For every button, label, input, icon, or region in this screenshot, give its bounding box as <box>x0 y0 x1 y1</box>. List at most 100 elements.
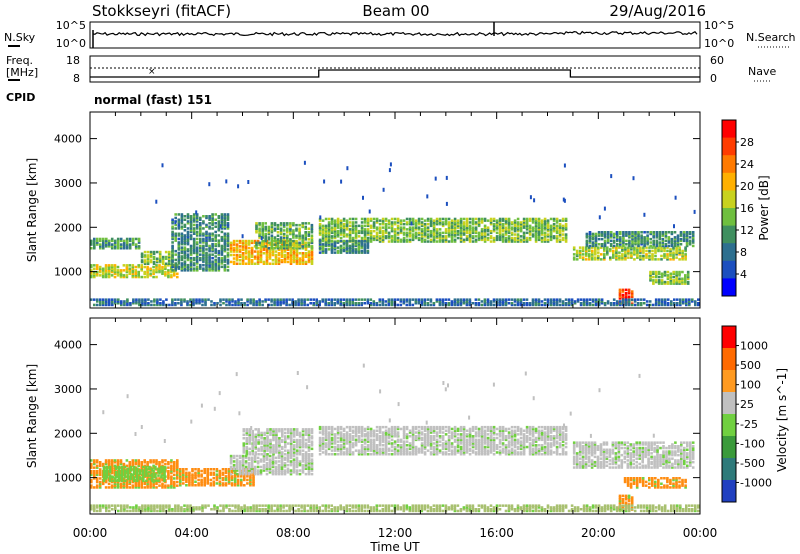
heatmap-cell <box>663 298 667 301</box>
heatmap-cell <box>199 267 202 270</box>
heatmap-cell <box>543 302 547 305</box>
heatmap-cell <box>387 298 391 301</box>
heatmap-cell <box>685 236 689 239</box>
heatmap-cell <box>537 217 541 221</box>
heatmap-cell <box>585 232 589 236</box>
heatmap-cell <box>143 254 147 257</box>
heatmap-cell <box>444 229 448 233</box>
heatmap-cell <box>238 239 242 243</box>
heatmap-cell <box>120 467 124 470</box>
heatmap-cell <box>230 478 234 482</box>
heatmap-cell <box>110 267 114 270</box>
heatmap-cell <box>272 445 275 449</box>
heatmap-cell <box>266 447 269 451</box>
heatmap-cell <box>540 219 544 222</box>
heatmap-cell <box>652 243 655 246</box>
power-colorbar-label: Power [dB] <box>757 175 771 240</box>
heatmap-cell <box>438 235 442 238</box>
heatmap-cell <box>256 252 260 255</box>
heatmap-cell <box>390 217 394 221</box>
heatmap-cell <box>185 484 188 487</box>
heatmap-cell <box>252 475 255 478</box>
heatmap-cell <box>321 233 325 236</box>
heatmap-cell <box>128 243 132 246</box>
heatmap-cell <box>295 453 299 456</box>
heatmap-cell <box>543 222 547 226</box>
heatmap-cell <box>301 252 305 255</box>
heatmap-cell <box>513 219 517 222</box>
heatmap-cell <box>624 258 627 261</box>
heatmap-cell <box>363 248 367 251</box>
heatmap-cell <box>480 303 484 307</box>
heatmap-cell <box>249 302 252 305</box>
heatmap-cell <box>283 257 287 260</box>
heatmap-cell <box>295 253 299 257</box>
heatmap-cell <box>519 226 523 229</box>
heatmap-cell <box>624 248 627 251</box>
heatmap-cell <box>125 269 129 272</box>
heatmap-cell <box>304 442 308 445</box>
heatmap-cell <box>192 302 195 305</box>
heatmap-cell <box>110 265 114 269</box>
heatmap-cell <box>209 484 213 487</box>
heatmap-cell <box>229 472 233 476</box>
heatmap-cell <box>447 240 451 243</box>
heatmap-cell <box>295 229 298 232</box>
heatmap-cell <box>286 247 289 250</box>
heatmap-cell <box>246 482 249 485</box>
heatmap-cell <box>183 256 187 260</box>
heatmap-cell <box>426 298 430 301</box>
heatmap-cell <box>254 437 257 440</box>
heatmap-cell <box>90 265 93 269</box>
heatmap-cell <box>259 259 263 262</box>
heatmap-cell <box>366 222 370 226</box>
heatmap-cell <box>384 303 388 307</box>
heatmap-cell <box>534 226 538 229</box>
heatmap-cell <box>232 253 236 257</box>
heatmap-cell <box>540 226 544 229</box>
heatmap-cell <box>301 259 305 262</box>
heatmap-cell <box>310 442 314 445</box>
heatmap-cell <box>486 236 490 240</box>
heatmap-cell <box>143 480 146 484</box>
heatmap-cell <box>411 221 415 224</box>
heatmap-cell <box>270 222 274 225</box>
heatmap-cell <box>612 234 616 237</box>
power-heatmap-cells <box>90 160 700 307</box>
heatmap-cell <box>271 456 275 460</box>
heatmap-cell <box>295 456 299 460</box>
heatmap-cell <box>277 463 281 467</box>
heatmap-cell <box>252 468 255 471</box>
heatmap-cell <box>603 231 607 234</box>
heatmap-cell <box>128 466 132 469</box>
heatmap-cell <box>675 270 678 274</box>
heatmap-cell <box>522 221 526 224</box>
heatmap-cell <box>619 237 622 241</box>
heatmap-cell <box>279 236 283 239</box>
heatmap-cell <box>267 227 271 230</box>
heatmap-cell <box>651 254 654 258</box>
heatmap-cell <box>688 303 691 307</box>
heatmap-cell <box>244 469 248 472</box>
heatmap-cell <box>561 228 565 231</box>
heatmap-cell <box>102 298 105 301</box>
heatmap-cell <box>486 229 490 233</box>
heatmap-cell <box>534 300 538 303</box>
heatmap-cell <box>561 236 565 240</box>
heatmap-cell <box>295 471 299 474</box>
heatmap-cell <box>405 233 409 236</box>
heatmap-cell <box>129 472 133 476</box>
heatmap-cell <box>646 234 649 237</box>
heatmap-cell <box>612 253 615 256</box>
heatmap-cell <box>176 275 179 279</box>
heatmap-cell <box>304 238 307 241</box>
heatmap-cell <box>125 479 129 482</box>
heatmap-cell <box>390 302 394 305</box>
heatmap-cell <box>265 257 269 260</box>
heatmap-cell <box>501 226 505 229</box>
heatmap-cell <box>597 243 601 246</box>
heatmap-cell <box>477 233 481 236</box>
heatmap-cell <box>682 298 685 301</box>
heatmap-cell <box>639 302 643 305</box>
heatmap-cell <box>154 479 157 483</box>
